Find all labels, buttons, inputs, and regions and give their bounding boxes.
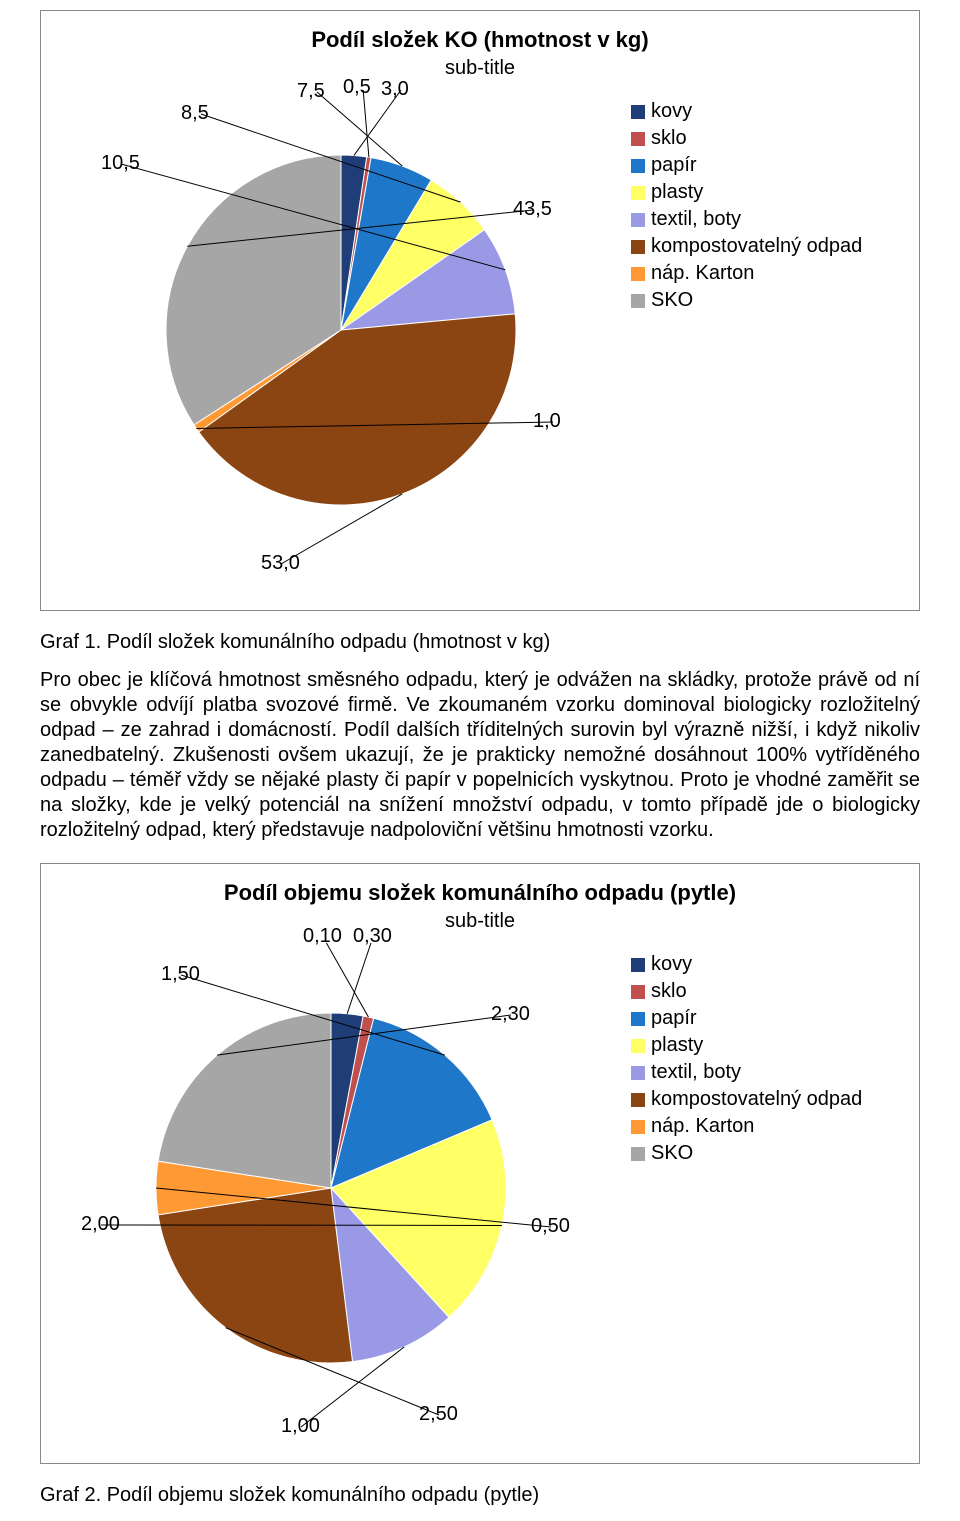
chart2-legend-label-7: SKO [651,1142,693,1165]
chart2-legend-item-4: textil, boty [631,1061,862,1084]
chart1-legend-swatch-1 [631,132,645,146]
chart2-body: 0,300,101,502,001,002,500,502,30 kovyskl… [51,943,909,1443]
chart1-legend-label-5: kompostovatelný odpad [651,235,862,258]
chart2-legend-item-5: kompostovatelný odpad [631,1088,862,1111]
chart1-legend-label-7: SKO [651,289,693,312]
chart2-legend-swatch-0 [631,958,645,972]
chart1-body: 3,00,57,58,510,553,01,043,5 kovysklopapí… [51,90,909,590]
chart2-legend-swatch-5 [631,1093,645,1107]
chart1-legend-label-6: náp. Karton [651,262,754,285]
chart1-legend-swatch-2 [631,159,645,173]
chart2-slice-7 [158,1013,331,1188]
chart1-legend: kovy sklo papír plasty textil, boty kompostov… [631,100,862,316]
chart2-legend-item-0: kovy [631,953,862,976]
chart1-legend-label-3: plasty [651,181,703,204]
chart2-legend-item-6: náp. Karton [631,1115,862,1138]
chart2-legend-label-6: náp. Karton [651,1115,754,1138]
chart1-legend-item-6: náp. Karton [631,262,862,285]
chart2-legend-item-2: papír [631,1007,862,1030]
chart1-title: Podíl složek KO (hmotnost v kg) [51,27,909,53]
chart1-legend-swatch-4 [631,213,645,227]
chart1-legend-item-4: textil, boty [631,208,862,231]
chart2-legend-label-4: textil, boty [651,1061,741,1084]
chart1-leader-1 [363,90,369,157]
chart2-caption: Graf 2. Podíl objemu složek komunálního … [40,1484,920,1507]
chart1-legend-label-2: papír [651,154,697,177]
chart1-legend-item-3: plasty [631,181,862,204]
chart2-value-label-3: 2,00 [81,1213,120,1236]
chart2-value-label-0: 0,30 [353,925,392,948]
chart2-legend-label-3: plasty [651,1034,703,1057]
chart2-legend-item-3: plasty [631,1034,862,1057]
chart1-legend-swatch-7 [631,294,645,308]
chart2-value-label-4: 1,00 [281,1415,320,1438]
chart2-legend-label-1: sklo [651,980,687,1003]
chart1-legend-item-0: kovy [631,100,862,123]
chart2-value-label-6: 0,50 [531,1215,570,1238]
chart2-value-label-1: 0,10 [303,925,342,948]
chart1-legend-item-1: sklo [631,127,862,150]
chart2-legend: kovy sklo papír plasty textil, boty kompostov… [631,953,862,1169]
chart2-legend-label-0: kovy [651,953,692,976]
chart1-value-label-7: 43,5 [513,198,552,221]
chart2-value-label-5: 2,50 [419,1403,458,1426]
chart1-legend-swatch-6 [631,267,645,281]
chart2-value-label-7: 2,30 [491,1003,530,1026]
chart1-legend-item-7: SKO [631,289,862,312]
chart1-legend-swatch-0 [631,105,645,119]
chart2-title: Podíl objemu složek komunálního odpadu (… [51,880,909,906]
chart1-value-label-4: 10,5 [101,152,140,175]
chart2-box: Podíl objemu složek komunálního odpadu (… [40,863,920,1464]
chart1-pie-wrap: 3,00,57,58,510,553,01,043,5 [51,90,611,590]
chart1-value-label-3: 8,5 [181,102,209,125]
chart2-legend-label-2: papír [651,1007,697,1030]
chart1-legend-swatch-5 [631,240,645,254]
chart2-legend-swatch-7 [631,1147,645,1161]
chart1-legend-item-5: kompostovatelný odpad [631,235,862,258]
chart2-legend-item-7: SKO [631,1142,862,1165]
chart2-value-label-2: 1,50 [161,963,200,986]
chart1-legend-label-1: sklo [651,127,687,150]
chart1-value-label-2: 7,5 [297,80,325,103]
chart1-subtitle: sub-title [51,57,909,80]
chart1-value-label-0: 3,0 [381,78,409,101]
chart2-legend-label-5: kompostovatelný odpad [651,1088,862,1111]
chart1-value-label-5: 53,0 [261,552,300,575]
chart2-legend-swatch-2 [631,1012,645,1026]
chart2-leader-1 [323,943,368,1017]
chart1-legend-label-4: textil, boty [651,208,741,231]
chart1-box: Podíl složek KO (hmotnost v kg) sub-titl… [40,10,920,611]
chart1-legend-item-2: papír [631,154,862,177]
chart1-caption: Graf 1. Podíl složek komunálního odpadu … [40,631,920,654]
chart2-legend-swatch-1 [631,985,645,999]
chart2-legend-swatch-4 [631,1066,645,1080]
chart2-slice-5 [158,1188,352,1363]
chart2-pie-wrap: 0,300,101,502,001,002,500,502,30 [51,943,611,1443]
chart1-legend-label-0: kovy [651,100,692,123]
chart2-legend-item-1: sklo [631,980,862,1003]
chart1-value-label-1: 0,5 [343,76,371,99]
chart1-value-label-6: 1,0 [533,410,561,433]
chart2-legend-swatch-3 [631,1039,645,1053]
chart2-subtitle: sub-title [51,910,909,933]
chart2-legend-swatch-6 [631,1120,645,1134]
chart1-legend-swatch-3 [631,186,645,200]
body-paragraph: Pro obec je klíčová hmotnost směsného od… [40,668,920,843]
